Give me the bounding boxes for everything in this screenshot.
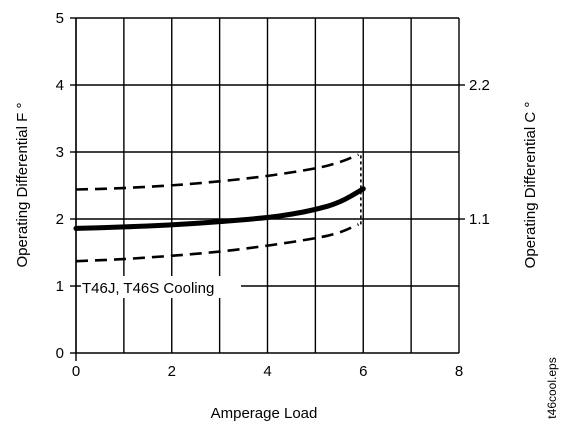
grid xyxy=(70,17,465,361)
series-group xyxy=(73,152,366,263)
solid-curve-1 xyxy=(73,186,366,231)
annotation-bg xyxy=(81,276,241,298)
y-axis-label-left: Operating Differential F ° xyxy=(14,103,31,268)
x-tick-label: 2 xyxy=(168,363,176,380)
tick-labels: 0 2 4 6 8 0 1 2 3 4 5 1.1 2.2 xyxy=(56,10,490,380)
y-tick-label: 5 xyxy=(56,10,64,27)
file-name-label: t46cool.eps xyxy=(545,357,559,418)
y-axis-label-right: Operating Differential C ° xyxy=(522,102,539,269)
y-right-tick-label: 1.1 xyxy=(469,211,490,228)
dashed-curve-0 xyxy=(75,153,359,191)
y-tick-label: 2 xyxy=(56,211,64,228)
x-tick-label: 0 xyxy=(72,363,80,380)
y-tick-label: 1 xyxy=(56,278,64,295)
y-tick-label: 3 xyxy=(56,144,64,161)
y-right-tick-label: 2.2 xyxy=(469,77,490,94)
annotation-label: T46J, T46S Cooling xyxy=(82,280,214,297)
y-tick-label: 4 xyxy=(56,77,64,94)
x-tick-label: 8 xyxy=(455,363,463,380)
dashed-curve-2 xyxy=(75,223,360,263)
x-tick-label: 6 xyxy=(359,363,367,380)
y-tick-label: 0 xyxy=(56,345,64,362)
x-axis-label: Amperage Load xyxy=(211,405,318,422)
x-tick-label: 4 xyxy=(263,363,271,380)
